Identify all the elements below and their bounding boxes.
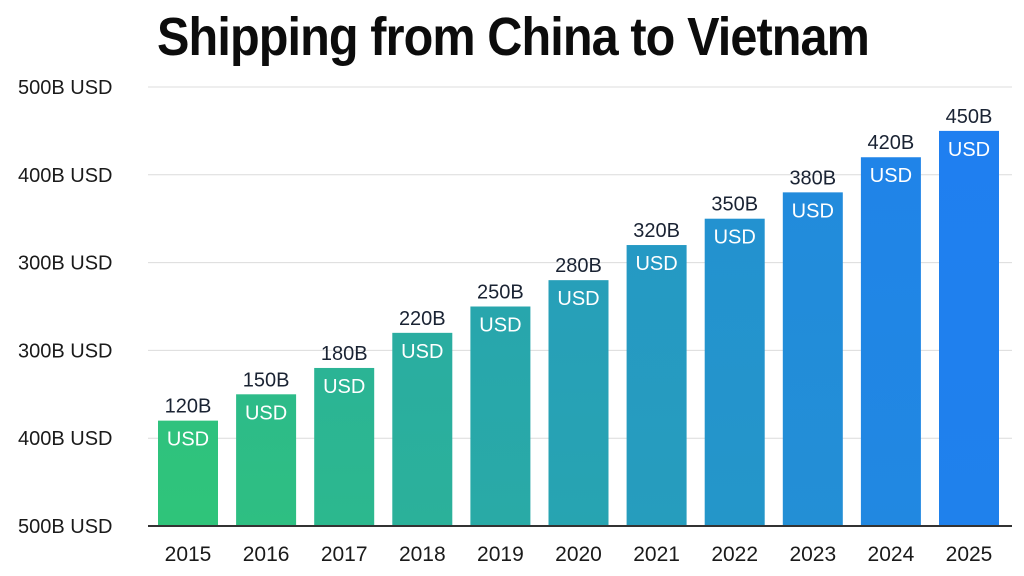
bar	[939, 130, 999, 526]
bar-unit-label: USD	[401, 341, 443, 363]
x-tick-label: 2025	[946, 543, 993, 566]
x-tick-label: 2020	[555, 543, 602, 566]
bar-value-label: 450B	[946, 106, 993, 128]
bar-unit-label: USD	[948, 139, 990, 161]
y-tick-label: 400B USD	[18, 165, 113, 187]
x-axis-ticks: 2015 2016 2017 2018 2019 2020 2021 2022 2023 2024…	[165, 543, 993, 566]
bar	[158, 420, 218, 526]
bar-value-label: 280B	[555, 255, 602, 277]
bar-value-label: 250B	[477, 282, 524, 304]
y-tick-label: 500B USD	[18, 77, 113, 99]
bar-group: 320B USD	[626, 220, 687, 527]
bar-unit-label: USD	[167, 429, 209, 451]
bar-group: 150B USD	[236, 369, 297, 526]
x-tick-label: 2018	[399, 543, 446, 566]
bar	[470, 306, 531, 526]
bar-group: 280B USD	[548, 255, 609, 526]
y-tick-label: 400B USD	[18, 428, 113, 450]
bar-value-label: 220B	[399, 308, 446, 330]
bar	[860, 157, 921, 527]
y-axis-ticks: 500B USD 400B USD 300B USD 300B USD 400B USD…	[18, 77, 113, 538]
bar-unit-label: USD	[870, 165, 912, 187]
x-tick-label: 2023	[789, 543, 836, 566]
chart-title: Shipping from China to Vietnam	[157, 7, 870, 67]
x-tick-label: 2024	[868, 543, 915, 566]
x-tick-label: 2022	[711, 543, 758, 566]
x-tick-label: 2019	[477, 543, 524, 566]
bar-group: 120B USD	[158, 396, 218, 526]
y-tick-label: 300B USD	[18, 340, 113, 362]
bar	[782, 192, 843, 527]
bar-unit-label: USD	[714, 227, 756, 249]
bar-unit-label: USD	[792, 200, 834, 222]
bar	[236, 394, 297, 526]
bar-value-label: 420B	[868, 132, 915, 154]
bar-group: 180B USD	[314, 343, 375, 526]
bar	[626, 245, 687, 527]
y-tick-label: 300B USD	[18, 253, 113, 275]
bars: 120B USD 150B USD 180B USD 220B USD 250B USD 280B U…	[158, 106, 999, 527]
x-tick-label: 2015	[165, 543, 212, 566]
bar	[704, 218, 765, 526]
y-tick-label: 500B USD	[18, 516, 113, 538]
bar-unit-label: USD	[323, 376, 365, 398]
bar-unit-label: USD	[245, 402, 287, 424]
bar-group: 420B USD	[860, 132, 921, 527]
bar-value-label: 320B	[633, 220, 680, 242]
bar-unit-label: USD	[635, 253, 677, 275]
bar-value-label: 350B	[711, 194, 758, 216]
bar-group: 220B USD	[392, 308, 453, 526]
x-tick-label: 2021	[633, 543, 680, 566]
bar	[548, 280, 609, 526]
bar	[314, 367, 375, 526]
bar-value-label: 180B	[321, 343, 368, 365]
bar	[392, 332, 453, 526]
bar-value-label: 150B	[243, 369, 290, 391]
bar-group: 350B USD	[704, 194, 765, 526]
bar-value-label: 380B	[789, 167, 836, 189]
bar-value-label: 120B	[165, 396, 212, 418]
bar-unit-label: USD	[557, 288, 599, 310]
bar-group: 250B USD	[470, 282, 531, 526]
x-tick-label: 2016	[243, 543, 290, 566]
bar-unit-label: USD	[479, 315, 521, 337]
bar-group: 450B USD	[939, 106, 999, 526]
x-tick-label: 2017	[321, 543, 368, 566]
bar-group: 380B USD	[782, 167, 843, 527]
